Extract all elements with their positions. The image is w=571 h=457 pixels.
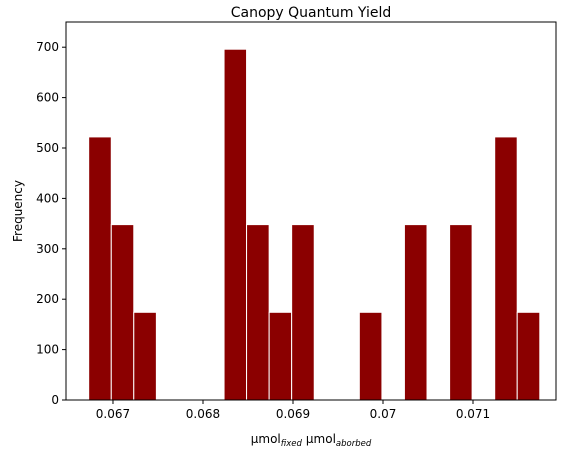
bar <box>133 311 157 401</box>
x-tick-label: 0.068 <box>186 407 220 421</box>
x-label-part: μmol <box>251 432 281 446</box>
bar <box>88 136 112 401</box>
bar <box>291 224 315 401</box>
bar <box>494 136 518 401</box>
x-tick-label: 0.07 <box>370 407 397 421</box>
bar <box>246 224 270 401</box>
bar <box>268 311 293 401</box>
bar <box>110 224 135 401</box>
x-axis-label: μmolfixed μmolaborbed <box>251 432 372 449</box>
y-tick-label: 0 <box>51 393 59 407</box>
x-label-sub: aborbed <box>336 439 372 449</box>
x-tick-label: 0.071 <box>456 407 490 421</box>
y-tick-label: 200 <box>36 292 59 306</box>
x-label-part: μmol <box>306 432 336 446</box>
y-tick-label: 100 <box>36 343 59 357</box>
y-tick-label: 700 <box>36 40 59 54</box>
bar <box>223 48 248 401</box>
bar <box>403 224 428 401</box>
x-tick-label: 0.067 <box>96 407 130 421</box>
chart-title: Canopy Quantum Yield <box>231 5 392 21</box>
bar <box>358 311 383 401</box>
y-tick-label: 400 <box>36 191 59 205</box>
x-label-sub: fixed <box>281 439 303 449</box>
y-tick-label: 300 <box>36 242 59 256</box>
plot-frame <box>65 21 557 401</box>
y-tick-label: 600 <box>36 91 59 105</box>
y-tick-label: 500 <box>36 141 59 155</box>
bar <box>449 224 473 401</box>
bar <box>516 311 541 401</box>
x-tick-label: 0.069 <box>276 407 310 421</box>
y-axis-label: Frequency <box>11 180 25 242</box>
